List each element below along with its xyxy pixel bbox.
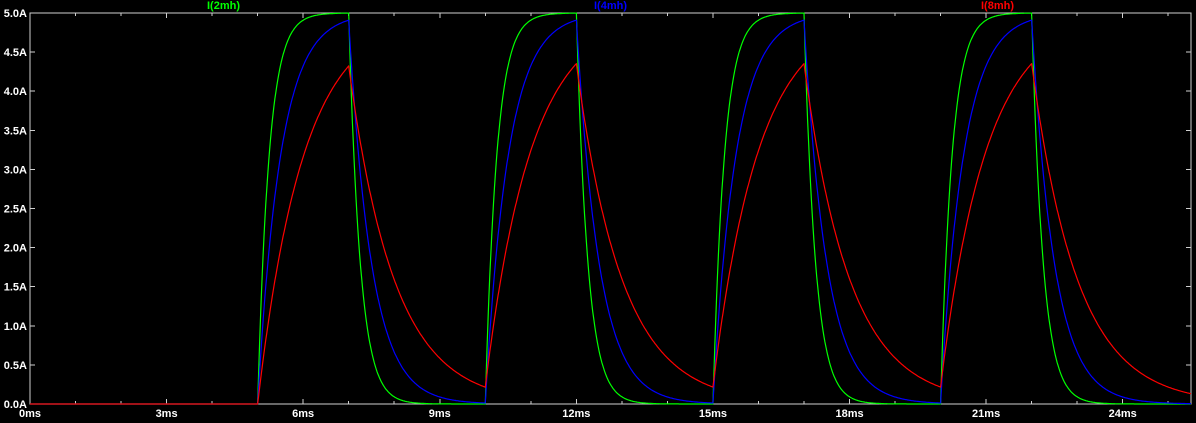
y-axis-label: 5.0A	[4, 8, 27, 20]
x-axis-label: 15ms	[699, 408, 727, 420]
trace-I(4mh)	[30, 19, 1191, 405]
x-axis-label: 9ms	[429, 408, 451, 420]
x-axis-label: 21ms	[972, 408, 1000, 420]
trace-label-4mh[interactable]: I(4mh)	[594, 0, 627, 12]
y-axis-label: 4.0A	[4, 86, 27, 98]
x-axis-label: 6ms	[292, 408, 314, 420]
trace-label-2mh[interactable]: I(2mh)	[207, 0, 240, 12]
x-axis-label: 12ms	[562, 408, 590, 420]
y-axis-label: 3.0A	[4, 164, 27, 176]
x-axis-label: 18ms	[835, 408, 863, 420]
y-axis-label: 3.5A	[4, 125, 27, 137]
x-axis-label: 0ms	[19, 408, 41, 420]
trace-label-8mh[interactable]: I(8mh)	[981, 0, 1014, 12]
y-axis-label: 1.5A	[4, 282, 27, 294]
trace-legend: I(2mh) I(4mh) I(8mh)	[30, 0, 1191, 14]
x-axis-label: 24ms	[1109, 408, 1137, 420]
y-axis-label: 2.0A	[4, 243, 27, 255]
y-axis-label: 0.5A	[4, 360, 27, 372]
y-axis-label: 0.0A	[4, 399, 27, 411]
trace-I(2mh)	[30, 12, 1191, 405]
y-axis-label: 4.5A	[4, 47, 27, 59]
x-axis-label: 3ms	[156, 408, 178, 420]
y-axis-label: 1.0A	[4, 321, 27, 333]
y-axis-label: 2.5A	[4, 204, 27, 216]
trace-I(8mh)	[30, 62, 1192, 405]
plot-border	[29, 12, 1192, 405]
